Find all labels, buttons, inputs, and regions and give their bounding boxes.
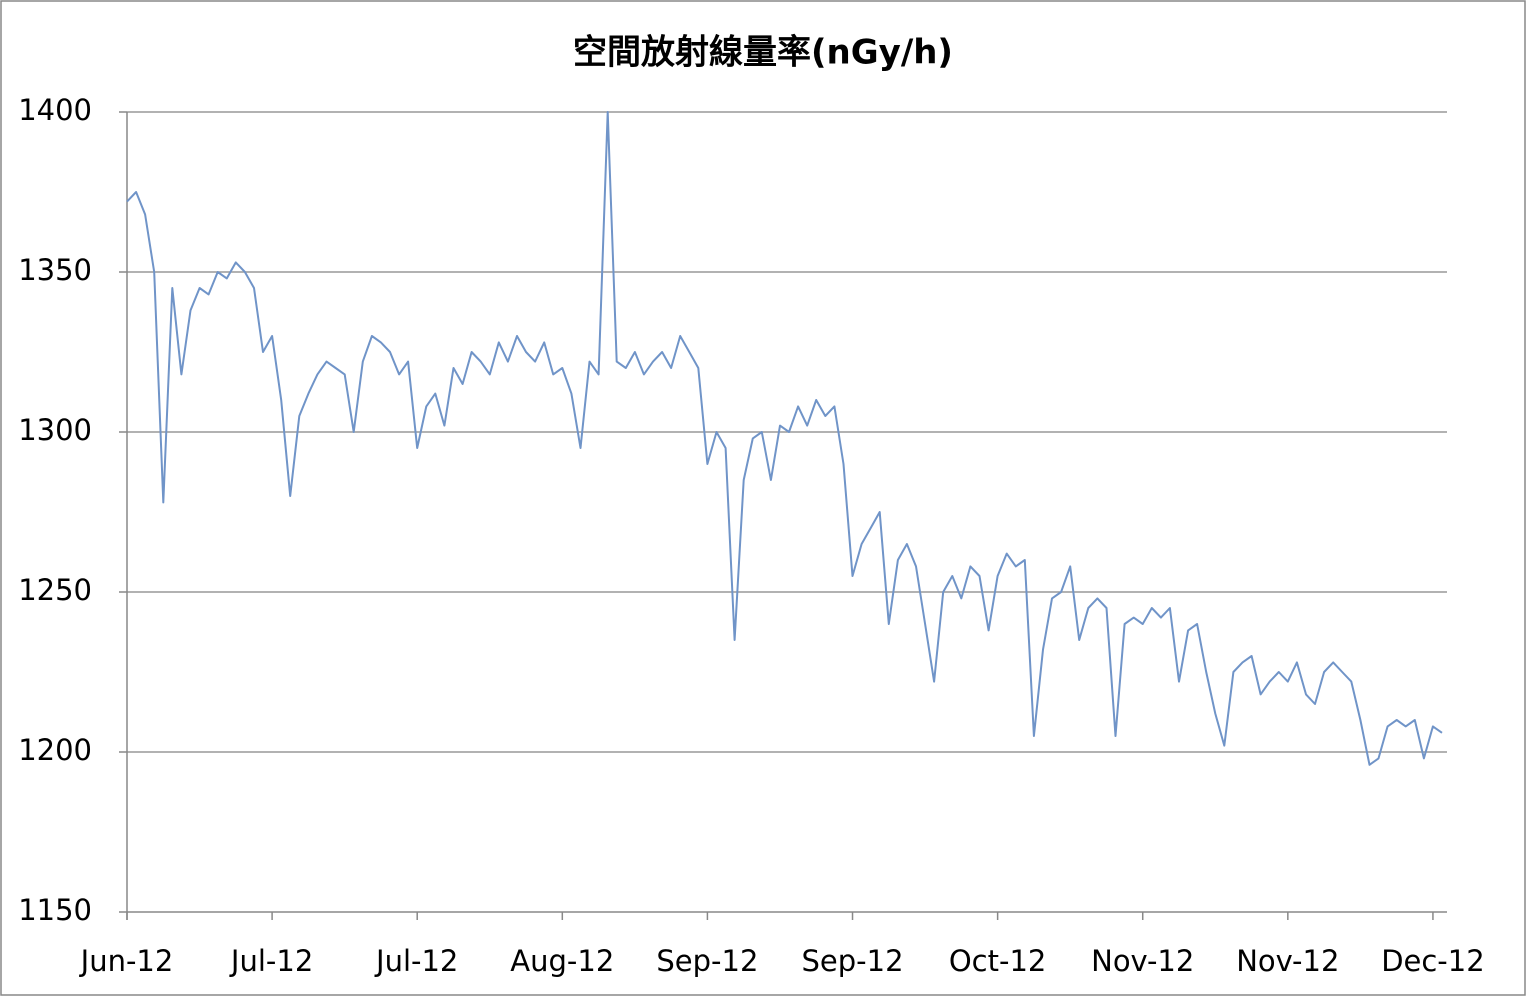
y-tick-label: 1300	[18, 413, 92, 447]
x-tick-label: Aug-12	[510, 944, 614, 978]
x-tick-label: Sep-12	[802, 944, 904, 978]
data-line	[126, 111, 1443, 766]
x-tick-label: Jun-12	[79, 944, 174, 978]
x-tick-label: Oct-12	[949, 944, 1047, 978]
y-tick-label: 1350	[18, 253, 92, 287]
y-tick-label: 1150	[18, 893, 92, 927]
y-tick-label: 1250	[18, 573, 92, 607]
x-tick-label: Sep-12	[656, 944, 758, 978]
y-tick-label: 1400	[18, 93, 92, 127]
chart-title: 空間放射線量率(nGy/h)	[573, 33, 953, 73]
x-tick-label: Jul-12	[229, 944, 313, 978]
x-tick-label: Dec-12	[1381, 944, 1484, 978]
x-tick-label: Nov-12	[1236, 944, 1339, 978]
x-tick-label: Nov-12	[1091, 944, 1194, 978]
x-tick-label: Jul-12	[374, 944, 458, 978]
y-tick-label: 1200	[18, 733, 92, 767]
